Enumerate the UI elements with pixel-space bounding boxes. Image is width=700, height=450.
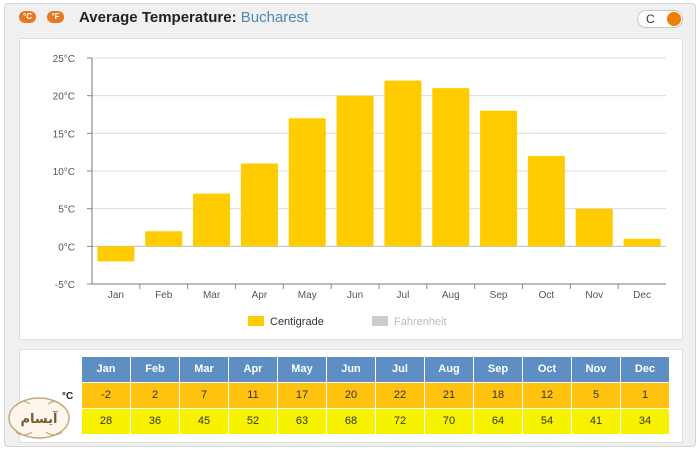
legend-item-label: Centigrade [270,316,324,328]
chart-card: -5°C 0°C 5°C 10°C 15°C 20°C 25°C Jan Feb Mar Apr Ma… [19,38,683,340]
x-tick-label: Aug [442,290,460,301]
month-header-cell: Aug [425,357,473,382]
fahrenheit-cell: 28 [82,409,130,434]
y-tick-label: 10°C [53,167,75,178]
celsius-cell: 21 [425,383,473,408]
temperature-bar [97,246,135,262]
toggle-label: C [646,12,655,26]
month-header-cell: Mar [180,357,228,382]
celsius-cell: 22 [376,383,424,408]
y-tick-label: 25°C [53,54,75,65]
celsius-cell: 2 [131,383,179,408]
temperature-bar [240,163,278,247]
x-tick-label: Nov [585,290,603,301]
temperature-bar [623,238,661,247]
celsius-cell: 7 [180,383,228,408]
logo-flourish-top [15,400,63,407]
x-tick-label: Mar [203,290,221,301]
legend-item-label: Fahrenheit [394,316,447,328]
temperature-table: Jan Feb Mar Apr May Jun Jul Aug Sep Oct Nov Dec -2 2… [82,357,670,435]
temperature-bar [527,155,565,247]
site-logo: آیسام [8,397,70,439]
x-tick-label: Jun [347,290,363,301]
widget-header: °C °F Average Temperature: Bucharest C [5,4,697,32]
fahrenheit-row: 28 36 45 52 63 68 72 70 64 54 41 34 [82,409,670,434]
widget-frame: °C °F Average Temperature: Bucharest C -… [4,3,696,447]
legend-swatch [372,316,388,326]
x-tick-label: May [298,290,317,301]
legend-swatch [248,316,264,326]
temperature-bar [193,193,231,247]
temperature-bar [480,110,518,247]
celsius-cell: 17 [278,383,326,408]
fahrenheit-cell: 34 [621,409,669,434]
x-tick-label: Jul [397,290,410,301]
temperature-bar [288,118,326,247]
month-header-cell: Sep [474,357,522,382]
logo-badge [8,397,70,439]
temperature-bar [384,80,422,247]
month-header-row: Jan Feb Mar Apr May Jun Jul Aug Sep Oct Nov Dec [82,357,670,382]
fahrenheit-cell: 54 [523,409,571,434]
month-header-cell: Oct [523,357,571,382]
temperature-chart: -5°C 0°C 5°C 10°C 15°C 20°C 25°C Jan Feb Mar Apr Ma… [53,54,666,328]
unit-toggle[interactable]: C [637,10,683,28]
fahrenheit-cell: 64 [474,409,522,434]
x-tick-label: Oct [539,290,555,301]
y-tick-label: 5°C [58,205,75,216]
celsius-row-label: °C [62,391,74,402]
temperature-bar [145,231,183,247]
celsius-unit-button[interactable]: °C [19,11,36,23]
x-tick-label: Dec [633,290,651,301]
y-tick-label: -5°C [55,280,75,291]
x-tick-label: Apr [252,290,268,301]
y-tick-label: 20°C [53,92,75,103]
fahrenheit-cell: 52 [229,409,277,434]
celsius-cell: 5 [572,383,620,408]
month-header-cell: Nov [572,357,620,382]
y-tick-label: 15°C [53,129,75,140]
celsius-row: -2 2 7 11 17 20 22 21 18 12 5 1 [82,383,670,408]
fahrenheit-cell: 72 [376,409,424,434]
toggle-knob [667,12,681,26]
month-header-cell: Jan [82,357,130,382]
celsius-cell: 1 [621,383,669,408]
month-header-cell: Jul [376,357,424,382]
x-tick-label: Jan [108,290,124,301]
temperature-bar [575,208,613,247]
x-tick-label: Feb [155,290,173,301]
month-header-cell: Apr [229,357,277,382]
celsius-cell: -2 [82,383,130,408]
fahrenheit-cell: 68 [327,409,375,434]
celsius-cell: 18 [474,383,522,408]
y-tick-label: 0°C [58,242,75,253]
month-header-cell: Dec [621,357,669,382]
celsius-cell: 11 [229,383,277,408]
temperature-bar [432,88,470,247]
page-title: Average Temperature: Bucharest [79,9,308,26]
temperature-bar [336,95,374,247]
fahrenheit-cell: 41 [572,409,620,434]
logo-flourish-bottom [15,431,63,436]
month-header-cell: Jun [327,357,375,382]
fahrenheit-unit-button[interactable]: °F [47,11,64,23]
x-tick-label: Sep [490,290,508,301]
title-prefix: Average Temperature: [79,9,237,26]
fahrenheit-cell: 36 [131,409,179,434]
fahrenheit-cell: 63 [278,409,326,434]
celsius-cell: 12 [523,383,571,408]
celsius-cell: 20 [327,383,375,408]
data-table-card: °C Jan Feb Mar Apr May Jun Jul Aug Sep Oct Nov Dec … [19,349,683,443]
fahrenheit-cell: 45 [180,409,228,434]
month-header-cell: May [278,357,326,382]
city-name: Bucharest [240,9,309,26]
month-header-cell: Feb [131,357,179,382]
logo-text: آیسام [21,410,59,427]
fahrenheit-cell: 70 [425,409,473,434]
